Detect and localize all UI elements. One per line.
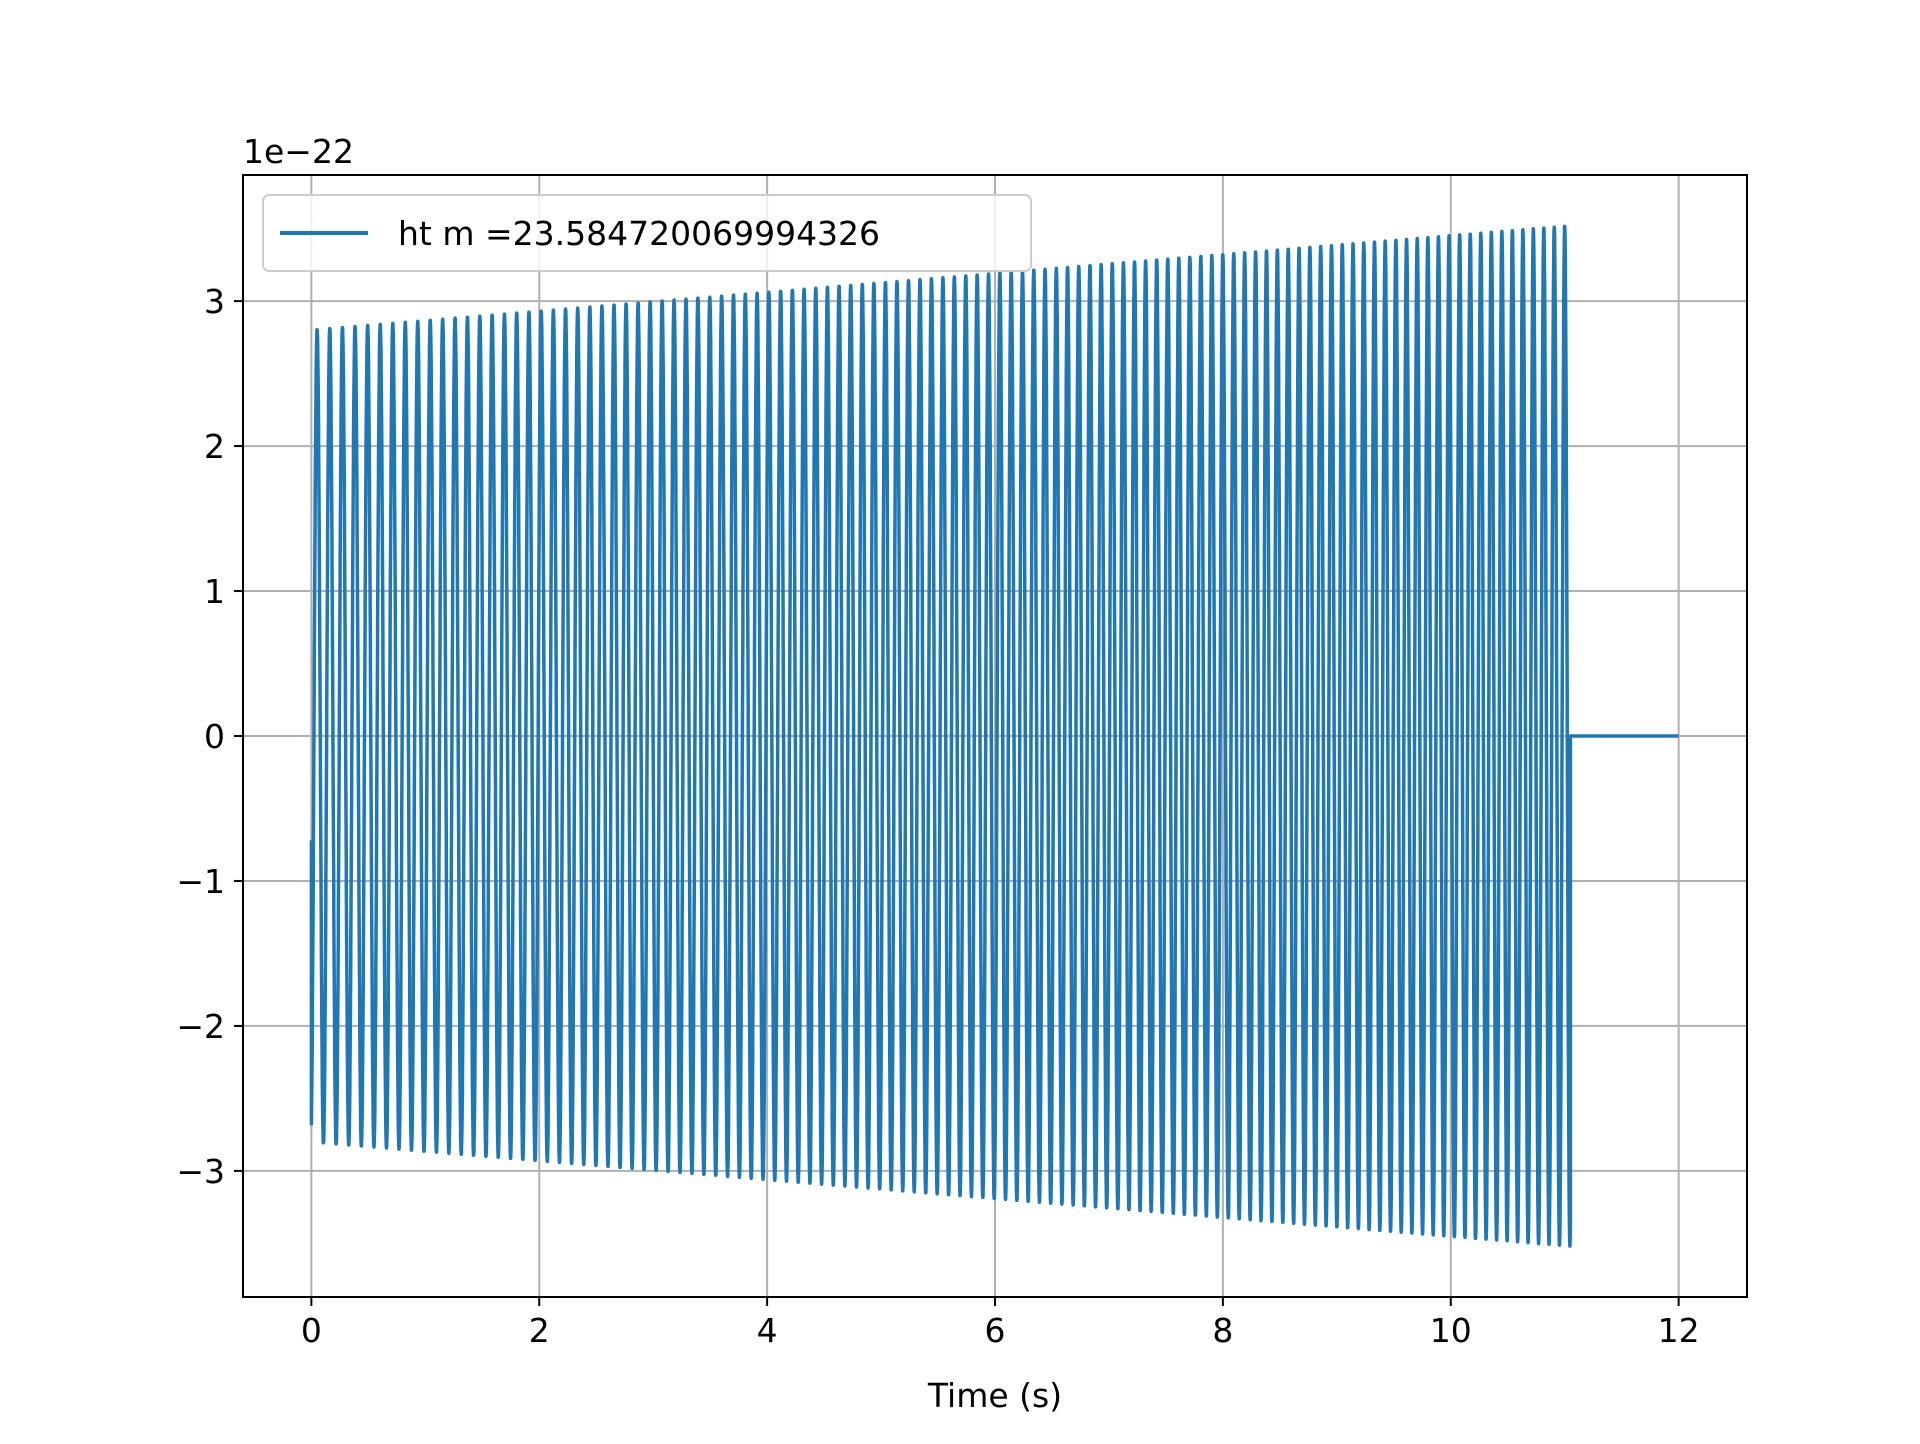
y-tick-label: −1 — [176, 862, 225, 901]
x-tick-label: 4 — [757, 1311, 778, 1350]
series-line — [309, 224, 1679, 1248]
x-tick-label: 8 — [1212, 1311, 1233, 1350]
y-axis-offset-text: 1e−22 — [243, 132, 354, 171]
x-axis-label: Time (s) — [927, 1376, 1062, 1415]
legend: ht m =23.584720069994326 — [262, 194, 1032, 272]
legend-box — [262, 194, 1032, 272]
y-tick-label: 1 — [204, 572, 225, 611]
x-tick-label: 10 — [1430, 1311, 1472, 1350]
x-tick-label: 6 — [985, 1311, 1006, 1350]
y-tick-label: 2 — [204, 427, 225, 466]
y-tick-label: 0 — [204, 717, 225, 756]
series-layer — [309, 224, 1679, 1248]
y-tick-label: −3 — [176, 1152, 225, 1191]
x-tick-label: 2 — [529, 1311, 550, 1350]
x-tick-label: 0 — [301, 1311, 322, 1350]
y-tick-label: −2 — [176, 1007, 225, 1046]
x-tick-label: 12 — [1658, 1311, 1700, 1350]
legend-label: ht m =23.584720069994326 — [398, 214, 880, 253]
y-tick-label: 3 — [204, 282, 225, 321]
